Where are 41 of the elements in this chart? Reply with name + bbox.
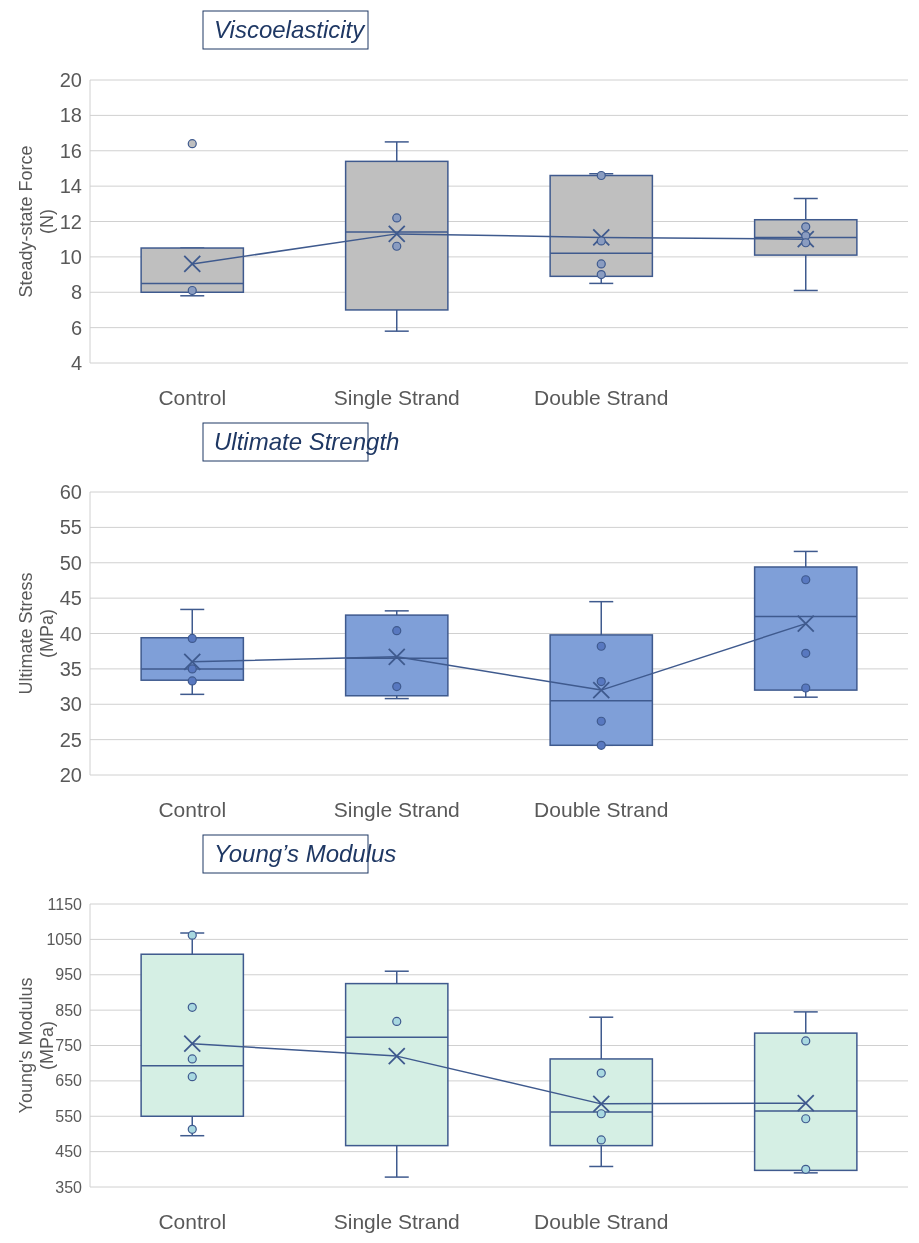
x-tick-label: Control: [158, 386, 227, 409]
y-tick-label: 20: [59, 764, 82, 786]
y-tick-label: 750: [55, 1037, 83, 1055]
y-tick-label: 40: [59, 622, 82, 645]
y-tick-label: 16: [59, 139, 82, 162]
y-tick-label: 35: [59, 657, 82, 680]
chart-title: Young’s Modulus: [214, 840, 397, 867]
x-tick-label: Double Strand: [534, 386, 669, 409]
y-tick-label: 20: [59, 69, 82, 91]
x-tick-label: Control: [158, 798, 227, 821]
y-tick-label: 10: [59, 245, 82, 268]
x-tick-label: Double Strand: [534, 798, 669, 821]
y-tick-label: 550: [55, 1107, 83, 1125]
y-tick-label: 4: [70, 352, 82, 374]
chart-title: Viscoelasticity: [214, 16, 367, 43]
x-tick-label: Single Strand: [333, 798, 460, 821]
y-tick-label: 950: [55, 966, 83, 984]
x-tick-label: Single Strand: [333, 1210, 460, 1233]
y-tick-label: 25: [59, 728, 82, 751]
x-tick-label: Control: [158, 1210, 227, 1233]
y-axis-title: Ultimate Stress (MPa): [16, 572, 58, 695]
y-tick-label: 55: [59, 516, 82, 539]
y-axis-title: Steady-state Force (N): [16, 145, 58, 298]
y-tick-label: 1050: [46, 930, 83, 948]
chart-title: Ultimate Strength: [214, 428, 400, 455]
y-tick-label: 350: [55, 1178, 83, 1196]
y-tick-label: 18: [59, 104, 82, 127]
y-tick-label: 650: [55, 1072, 83, 1090]
y-tick-label: 45: [59, 587, 82, 610]
x-tick-label: Single Strand: [333, 386, 460, 409]
y-tick-label: 50: [59, 551, 82, 574]
y-tick-label: 14: [59, 175, 82, 198]
x-tick-label: Double Strand: [534, 1210, 669, 1233]
y-tick-label: 30: [59, 693, 82, 716]
y-tick-label: 12: [59, 210, 82, 233]
y-tick-label: 60: [59, 481, 82, 503]
y-tick-label: 850: [55, 1001, 83, 1019]
y-tick-label: 8: [70, 281, 82, 304]
y-tick-label: 6: [70, 316, 82, 339]
y-tick-label: 1150: [47, 895, 83, 913]
y-tick-label: 450: [55, 1143, 83, 1161]
